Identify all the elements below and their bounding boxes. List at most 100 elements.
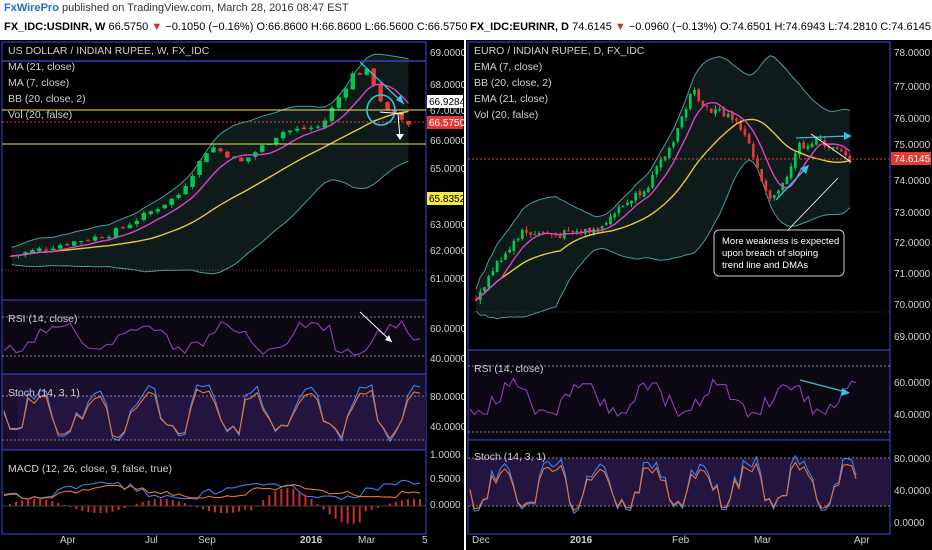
left-last-price: 66.5750 [108, 21, 149, 33]
right-stoch-axis-0: 0.0000 [894, 518, 925, 529]
left-x-5: 5 [422, 535, 428, 546]
right-time-axis[interactable]: Dec 2016 Feb Mar Apr [472, 535, 870, 546]
r-candle-body [701, 100, 705, 107]
left-indicator-ma21: MA (21, close) [8, 61, 75, 73]
right-open: O:74.6501 [720, 21, 772, 33]
r-candle-body [684, 109, 688, 118]
l-ma-slow [11, 110, 409, 257]
right-x-apr: Apr [854, 535, 870, 546]
usdinr-chart[interactable]: US DOLLAR / INDIAN RUPEE, W, FX_IDC MA (… [0, 40, 464, 550]
r-candle-body [819, 138, 822, 140]
left-rsi-axis-60: 60.0000 [430, 324, 464, 335]
left-axis-label-4: 65.0000 [430, 164, 464, 175]
right-indicator-ema7: EMA (7, close) [474, 61, 542, 73]
l-candle-body [113, 228, 119, 238]
left-tag-ma-bg [427, 95, 463, 108]
l-candle-body [58, 245, 63, 249]
l-candle-body [225, 151, 230, 158]
l-candle-body [357, 73, 362, 75]
r-candle-body [735, 118, 738, 121]
r-candle-body [588, 227, 591, 233]
right-axis-label-8: 70.0000 [894, 300, 931, 311]
l-candle-body [273, 137, 279, 145]
l-candle-body [218, 148, 223, 152]
l-candle-body [120, 227, 126, 229]
left-time-axis[interactable]: Apr Jul Sep 2016 Mar 5 [60, 535, 428, 546]
right-axis-label-4: 74.0000 [894, 176, 931, 187]
left-tag-ma: 66.9284 [429, 97, 464, 108]
left-price-axis[interactable]: 69.0000 68.0000 67.0000 66.0000 65.0000 … [430, 48, 464, 285]
right-indicator-ema21: EMA (21, close) [474, 93, 548, 105]
left-axis-label-5: 63.0000 [430, 220, 464, 231]
right-close: C:74.6145 [880, 21, 932, 33]
l-candle-body [78, 241, 84, 243]
right-price-axis[interactable]: 78.0000 77.0000 76.0000 75.0000 74.0000 … [894, 48, 931, 343]
right-cyan-arrow-top [795, 135, 849, 139]
l-candle-body [406, 120, 411, 125]
right-low: L:74.2810 [828, 21, 878, 33]
right-rsi-line [469, 377, 857, 418]
r-candle-body [600, 226, 604, 229]
r-candle-body [621, 205, 625, 208]
r-candle-body [722, 107, 726, 117]
l-candle-body [329, 107, 335, 121]
right-annotation-line-3: trend line and DMAs [722, 260, 808, 271]
r-candle-body [772, 195, 776, 199]
left-stoch-axis-80: 80.0000 [430, 392, 464, 403]
r-candle-body [554, 234, 558, 236]
left-x-2016: 2016 [300, 535, 323, 546]
right-axis-label-9: 69.0000 [894, 332, 931, 343]
left-macd-line [3, 479, 421, 501]
l-candle-body [30, 250, 35, 254]
r-candle-body [529, 231, 533, 235]
r-candle-body [688, 93, 692, 109]
l-candle-body [71, 241, 77, 246]
l-candle-body [301, 127, 307, 130]
l-ma-fast [11, 83, 410, 257]
r-candle-body [508, 249, 512, 253]
right-axis-label-1: 77.0000 [894, 82, 931, 93]
l-candle-body [141, 212, 147, 220]
left-change: −0.1050 (−0.16%) [165, 21, 254, 33]
l-bb-fill [11, 54, 409, 274]
left-cyan-arrow [359, 61, 405, 105]
right-axis-label-7: 71.0000 [894, 269, 931, 280]
left-x-mar: Mar [358, 535, 376, 546]
left-down-arrow-icon: ▼ [151, 21, 163, 33]
l-candle-body [364, 68, 369, 75]
l-candle-body [343, 88, 349, 98]
r-candle-body [533, 234, 537, 236]
r-candle-body [525, 229, 528, 233]
r-candle-body [579, 231, 583, 233]
left-stoch-band [18, 396, 426, 440]
left-x-jul: Jul [145, 535, 158, 546]
r-candle-body [634, 192, 638, 201]
right-axis-label-5: 73.0000 [894, 208, 931, 219]
r-candle-body [499, 260, 503, 263]
l-candle-body [190, 175, 195, 187]
right-last-price: 74.6145 [572, 21, 612, 33]
left-macd-signal [3, 484, 421, 500]
right-oscillators [469, 377, 857, 514]
publisher-brand-link[interactable]: FxWirePro [4, 2, 59, 14]
left-rsi-axis-40: 40.0000 [430, 354, 464, 365]
r-candle-body [844, 151, 848, 156]
l-candle-body [148, 211, 154, 215]
l-candle-body [64, 243, 70, 246]
right-symbol: FX_IDC:EURINR, D [470, 21, 570, 33]
r-candle-body [697, 89, 701, 101]
l-candle-body [204, 153, 209, 163]
l-candle-body [162, 204, 167, 209]
l-candle-body [378, 84, 383, 102]
r-bb-upper [475, 55, 851, 290]
eurinr-chart[interactable]: More weakness is expected upon breach of… [466, 40, 932, 550]
right-rsi-arrow [799, 379, 847, 393]
r-candle-body [726, 113, 730, 117]
l-candle-body [44, 249, 49, 251]
right-candles [474, 87, 852, 304]
left-macd-label: MACD (12, 26, close, 9, false, true) [8, 463, 172, 475]
left-stoch-label: Stoch (14, 3, 1) [8, 387, 80, 399]
left-x-sep: Sep [198, 535, 216, 546]
right-indicator-vol: Vol (20, false) [474, 109, 538, 121]
r-candle-body [512, 240, 516, 252]
